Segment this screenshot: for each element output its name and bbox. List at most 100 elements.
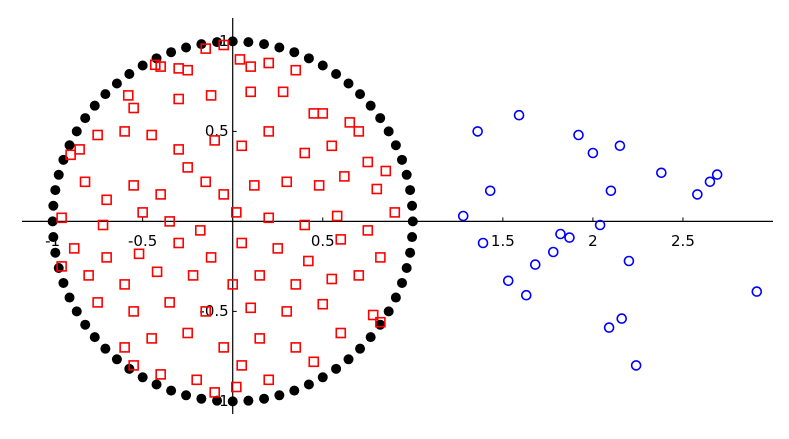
square-point: [149, 59, 161, 71]
square-point: [194, 225, 206, 236]
square-point: [173, 93, 184, 105]
boundary-point: [111, 78, 122, 89]
square-point: [272, 243, 284, 254]
circle-point: [614, 140, 626, 152]
square-point: [367, 309, 379, 321]
square-point: [277, 86, 289, 98]
circle-point: [751, 286, 763, 297]
boundary-point: [227, 36, 238, 47]
square-point: [290, 279, 302, 290]
square-point: [281, 176, 293, 188]
circle-point: [692, 189, 703, 200]
square-point: [68, 243, 80, 254]
boundary-point: [303, 53, 314, 64]
square-point: [182, 327, 193, 339]
circle-point: [616, 313, 628, 324]
square-point: [155, 61, 166, 72]
boundary-point: [405, 185, 416, 196]
circle-point: [623, 255, 635, 267]
square-point: [299, 219, 311, 231]
square-point: [317, 298, 329, 310]
square-point: [236, 360, 248, 371]
boundary-point: [331, 68, 342, 79]
boundary-point: [401, 263, 412, 274]
x-tick-label: -0.5: [128, 232, 157, 250]
boundary-point: [64, 140, 75, 151]
square-point: [92, 129, 103, 141]
x-tick-label: 0.5: [311, 232, 335, 250]
square-point: [234, 54, 246, 65]
boundary-point: [212, 395, 223, 406]
circle-point: [711, 169, 723, 180]
circle-point: [520, 289, 532, 301]
circle-point: [605, 185, 617, 197]
square-point: [119, 126, 130, 137]
square-point: [92, 297, 103, 308]
square-point: [299, 147, 311, 159]
circle-point: [704, 176, 716, 188]
square-point: [254, 270, 266, 281]
boundary-point: [80, 319, 91, 330]
square-point: [339, 171, 350, 182]
boundary-point: [137, 60, 148, 71]
square-point: [173, 63, 184, 74]
square-point: [218, 189, 230, 200]
circle-point: [555, 228, 566, 240]
square-point: [122, 90, 134, 101]
circle-point: [630, 360, 642, 371]
square-point: [303, 255, 314, 267]
square-point: [380, 165, 392, 177]
boundary-point: [64, 292, 75, 303]
circle-point: [457, 210, 469, 222]
square-point: [200, 176, 211, 188]
square-point: [362, 156, 374, 168]
x-tick-label: 2.5: [671, 232, 695, 250]
boundary-point: [365, 100, 376, 111]
square-point: [245, 86, 257, 98]
circle-point: [573, 129, 584, 141]
circle-point: [502, 275, 514, 287]
square-point: [245, 302, 257, 314]
boundary-point: [274, 42, 285, 53]
square-point: [317, 108, 329, 119]
boundary-point: [390, 292, 401, 303]
square-point: [146, 129, 157, 141]
boundary-point: [397, 277, 408, 288]
square-point: [137, 207, 148, 218]
square-point: [313, 180, 325, 191]
boundary-point: [58, 277, 69, 288]
square-point: [101, 194, 112, 206]
square-point: [128, 180, 139, 191]
boundary-point: [50, 185, 61, 196]
square-point: [56, 212, 67, 224]
square-point: [173, 144, 184, 155]
square-point: [308, 108, 320, 119]
square-point: [375, 316, 386, 328]
square-point: [344, 117, 356, 128]
boundary-point: [100, 89, 111, 100]
square-point: [128, 102, 139, 114]
square-point: [205, 90, 217, 101]
boundary-point: [71, 306, 82, 317]
boundary-point: [124, 68, 135, 79]
boundary-point: [47, 216, 58, 227]
square-point: [353, 126, 365, 137]
circle-point: [547, 246, 559, 258]
square-point: [389, 207, 401, 218]
square-point: [335, 234, 347, 245]
square-point: [101, 252, 112, 263]
boundary-point: [50, 247, 61, 258]
square-point: [155, 189, 166, 200]
boundary-point: [89, 332, 100, 343]
square-point: [362, 225, 374, 236]
square-point: [191, 374, 202, 386]
boundary-point: [259, 39, 270, 50]
circle-point: [587, 147, 599, 159]
boundary-point: [166, 47, 177, 58]
boundary-point: [212, 37, 223, 48]
boundary-point: [383, 126, 394, 137]
boundary-point: [407, 200, 418, 211]
square-point: [353, 270, 365, 281]
square-point: [205, 252, 217, 263]
